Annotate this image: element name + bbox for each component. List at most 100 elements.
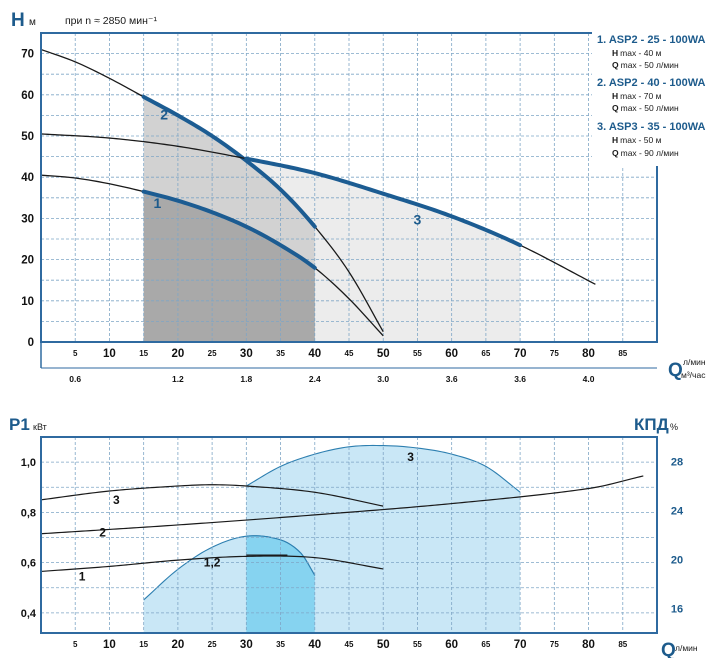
power-curve-label-1: 1 <box>79 569 86 583</box>
legend-entry-title: 1. ASP2 - 25 - 100WA <box>597 34 705 46</box>
flow-tick-60: 60 <box>445 348 458 360</box>
efficiency-tick-24: 24 <box>671 506 684 518</box>
flow-tick-85: 85 <box>618 349 627 358</box>
flow-axis-unit-m3h: м³/час <box>681 370 706 380</box>
flow-tick-25: 25 <box>208 640 217 649</box>
efficiency-axis-label: КПД <box>634 415 669 434</box>
flow-tick-10: 10 <box>103 639 116 651</box>
flow-axis-label: Q <box>668 360 683 381</box>
flow-tick-75: 75 <box>550 349 559 358</box>
head-axis-label: H <box>11 10 25 31</box>
flow-tick-35: 35 <box>276 349 285 358</box>
chart-speed-note: при n ≈ 2850 мин⁻¹ <box>65 15 157 27</box>
legend-entry-title: 3. ASP3 - 35 - 100WA <box>597 121 705 133</box>
flow-tick-75: 75 <box>550 640 559 649</box>
flow-tick-45: 45 <box>345 640 354 649</box>
region-1-area <box>143 191 315 342</box>
m3h-tick: 1.8 <box>240 374 252 384</box>
head-chart-frame <box>40 32 658 369</box>
legend-entry-title: 2. ASP2 - 40 - 100WA <box>597 77 705 89</box>
power-tick: 0,6 <box>21 558 36 570</box>
flow-tick-50: 50 <box>377 639 390 651</box>
power-curve-2 <box>40 475 644 535</box>
flow-tick-10: 10 <box>103 348 116 360</box>
power-curve-label-3: 3 <box>113 493 120 507</box>
head-axis-unit: м <box>29 17 36 28</box>
flow-tick-65: 65 <box>481 640 490 649</box>
flow-tick-5: 5 <box>73 640 78 649</box>
m3h-tick: 2.4 <box>309 374 321 384</box>
flow-tick-60: 60 <box>445 639 458 651</box>
flow-axis-label-bottom: Q <box>661 640 676 658</box>
head-tick-40: 40 <box>21 172 34 184</box>
power-tick: 0,4 <box>21 608 37 620</box>
head-tick-10: 10 <box>21 296 34 308</box>
efficiency-curve-label-1-2: 1,2 <box>204 556 221 570</box>
power-efficiency-chart: 1 2 3 1,2 3 0,4 0,6 0,8 1,0 16 20 24 28 10 20 30 40 50 60… <box>9 415 698 658</box>
m3h-tick: 3.0 <box>377 374 389 384</box>
flow-tick-55: 55 <box>413 349 422 358</box>
head-tick-50: 50 <box>21 131 34 143</box>
flow-tick-40: 40 <box>308 348 321 360</box>
flow-tick-65: 65 <box>481 349 490 358</box>
flow-tick-25: 25 <box>208 349 217 358</box>
flow-tick-70: 70 <box>514 348 527 360</box>
power-curve-1 <box>40 555 384 573</box>
power-curve-label-2: 2 <box>99 525 106 539</box>
power-tick: 0,8 <box>21 507 36 519</box>
head-tick-70: 70 <box>21 49 34 61</box>
flow-tick-50: 50 <box>377 348 390 360</box>
head-tick-60: 60 <box>21 90 34 102</box>
head-chart-grid <box>41 33 657 342</box>
head-tick-0: 0 <box>28 337 34 349</box>
m3h-tick: 3.6 <box>514 374 526 384</box>
efficiency-axis-unit: % <box>670 422 678 432</box>
flow-axis-unit-bottom: л/мин <box>675 643 698 653</box>
power-axis-unit: кВт <box>33 422 47 432</box>
head-tick-20: 20 <box>21 255 34 267</box>
head-curve-3-operating <box>244 156 523 248</box>
power-tick: 1,0 <box>21 457 36 469</box>
efficiency-curves <box>143 444 521 633</box>
flow-tick-15: 15 <box>139 349 148 358</box>
head-curve-label-1: 1 <box>153 195 161 211</box>
flow-tick-20: 20 <box>171 639 184 651</box>
head-chart-ticks: 0 10 20 30 40 50 60 70 10 20 30 40 50 60 70 80 5 15 25 35 45… <box>21 49 628 384</box>
head-flow-chart: 1 2 3 0 10 20 30 40 50 60 70 10 20 30 40 50 60 70 80 5 15 25… <box>11 10 706 384</box>
flow-tick-15: 15 <box>139 640 148 649</box>
power-curve-3 <box>40 484 384 507</box>
head-curve-label-2: 2 <box>160 106 168 122</box>
head-curve-2-operating <box>141 94 317 229</box>
flow-tick-20: 20 <box>171 348 184 360</box>
flow-tick-70: 70 <box>514 639 527 651</box>
m3h-tick: 1.2 <box>172 374 184 384</box>
power-chart-ticks: 0,4 0,6 0,8 1,0 16 20 24 28 10 20 30 40 50 60 70 80 5 15 2… <box>21 457 684 652</box>
flow-tick-30: 30 <box>240 639 253 651</box>
flow-tick-80: 80 <box>582 639 595 651</box>
legend-background <box>592 30 714 166</box>
power-plot-border <box>40 436 658 634</box>
m3h-tick: 3.6 <box>446 374 458 384</box>
m3h-tick: 0.6 <box>69 374 81 384</box>
power-curves: 1 2 3 1,2 3 <box>40 450 644 583</box>
flow-tick-45: 45 <box>345 349 354 358</box>
head-plot-border <box>40 32 658 343</box>
head-curve-1-operating <box>141 189 317 270</box>
efficiency-curve-3 <box>246 444 521 493</box>
flow-tick-5: 5 <box>73 349 78 358</box>
flow-tick-55: 55 <box>413 640 422 649</box>
flow-tick-30: 30 <box>240 348 253 360</box>
efficiency-tick-20: 20 <box>671 555 683 567</box>
flow-tick-85: 85 <box>618 640 627 649</box>
efficiency-tick-16: 16 <box>671 604 683 616</box>
head-curves: 1 2 3 <box>40 48 596 337</box>
